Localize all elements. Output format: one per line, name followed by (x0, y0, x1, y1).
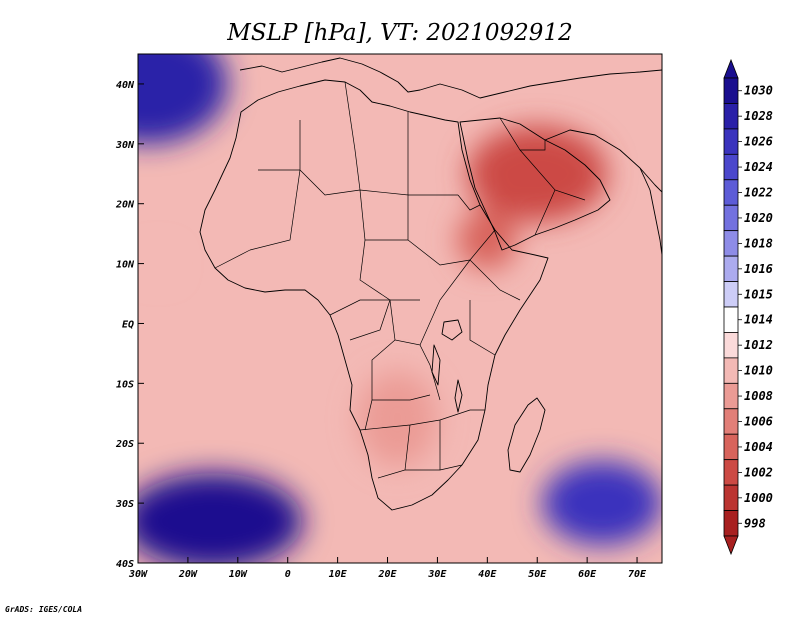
madagascar-coastline (507, 397, 546, 473)
colorbar-label: 998 (744, 516, 766, 530)
atlantic-low-10n (142, 251, 173, 276)
colorbar-label: 1004 (744, 440, 773, 454)
footer-credit: GrADS: IGES/COLA (5, 605, 82, 614)
colorbar-label: 1000 (744, 491, 773, 505)
colorbar: 1030 1028 1026 1024 1022 1020 1018 1016 1015 1014… (723, 58, 773, 556)
colorbar-swatch (723, 128, 739, 155)
middle-east-borders (499, 117, 586, 236)
north-africa-borders (214, 81, 471, 301)
colorbar-label: 1012 (744, 338, 773, 352)
colorbar-label: 1022 (744, 186, 773, 200)
lon-tick-label: 60E (578, 569, 597, 580)
lat-tick-label: 10S (116, 379, 134, 390)
lat-tick-label: 30S (115, 499, 134, 510)
southern-africa-borders (359, 409, 485, 479)
arabian-low (467, 125, 608, 222)
map-area (138, 54, 662, 563)
colorbar-swatch (723, 510, 739, 537)
africa-coastline (199, 79, 549, 511)
colorbar-swatch (723, 484, 739, 511)
colorbar-label: 1028 (744, 109, 773, 123)
colorbar-swatch (723, 382, 739, 410)
lat-tick-label: 40N (116, 80, 135, 91)
colorbar-label: 1024 (744, 160, 773, 174)
colorbar-label: 1015 (744, 287, 773, 301)
lake-malawi (454, 379, 463, 413)
south-atlantic-high (138, 473, 303, 563)
lat-tick-label: EQ (122, 319, 134, 330)
colorbar-top-arrow (723, 58, 739, 79)
lon-tick-label: 10W (229, 569, 248, 580)
map-frame (137, 53, 663, 564)
lon-tick-label: 20W (178, 569, 198, 580)
colorbar-swatch (723, 433, 739, 461)
lon-tick-label: 20E (377, 569, 397, 580)
lon-tick-label: 50E (528, 569, 547, 580)
colorbar-swatch (723, 306, 739, 333)
colorbar-label: 1014 (744, 313, 773, 327)
lat-tick-label: 20S (115, 439, 134, 450)
lat-tick-label: 40S (116, 559, 134, 570)
country-borders (214, 81, 586, 479)
pressure-field (138, 54, 662, 563)
colorbar-label: 1016 (744, 262, 773, 276)
azores-high (138, 54, 228, 144)
lat-tick-label: 10N (116, 260, 135, 271)
lake-victoria (441, 319, 463, 341)
colorbar-swatch (723, 357, 739, 384)
colorbar-label: 1018 (744, 236, 773, 250)
colorbar-label: 1030 (744, 84, 773, 98)
kalahari-low (357, 371, 438, 468)
colorbar-swatch (723, 408, 739, 435)
chart-title: MSLP [hPa], VT: 2021092912 (226, 20, 572, 46)
lon-tick-label: 0 (285, 569, 291, 580)
arabia-coastline (459, 117, 611, 251)
lon-tick-label: 30W (128, 569, 148, 580)
india-coastline (639, 167, 662, 256)
colorbar-label: 1002 (744, 465, 773, 479)
central-africa-borders (329, 259, 471, 431)
colorbar-label: 1006 (744, 415, 773, 429)
colorbar-swatch (723, 179, 739, 206)
colorbar-bottom-arrow (723, 535, 739, 556)
colorbar-swatch (723, 103, 739, 130)
colorbar-swatch (723, 77, 739, 104)
colorbar-swatch (723, 281, 739, 308)
lake-tanganyika (431, 344, 441, 386)
colorbar-label: 1020 (744, 211, 773, 225)
lon-tick-label: 70E (628, 569, 647, 580)
colorbar-swatch (723, 153, 739, 181)
colorbar-label: 1026 (744, 135, 773, 149)
east-africa-borders (457, 194, 521, 356)
europe-coastline (239, 57, 662, 99)
colorbar-swatch (723, 332, 739, 359)
coastlines (199, 57, 662, 511)
lon-tick-label: 10E (329, 569, 348, 580)
iran-coastline (544, 129, 662, 193)
colorbar-label: 1010 (744, 364, 773, 378)
longitude-ticks: 30W 20W 10W 0 10E 20E 30E 40E 50E 60E 70E (128, 557, 647, 580)
colorbar-swatch (723, 230, 739, 257)
lat-tick-label: 20N (115, 200, 135, 211)
latitude-ticks: 40N 30N 20N 10N EQ 10S 20S 30S 40S (115, 80, 144, 570)
lon-tick-label: 40E (478, 569, 497, 580)
colorbar-swatch (723, 459, 739, 486)
colorbar-swatch (723, 204, 739, 232)
lon-tick-label: 30E (427, 569, 447, 580)
colorbar-label: 1008 (744, 389, 773, 403)
indian-ocean-high (542, 461, 662, 546)
colorbar-swatch (723, 255, 739, 282)
lat-tick-label: 30N (115, 140, 135, 151)
